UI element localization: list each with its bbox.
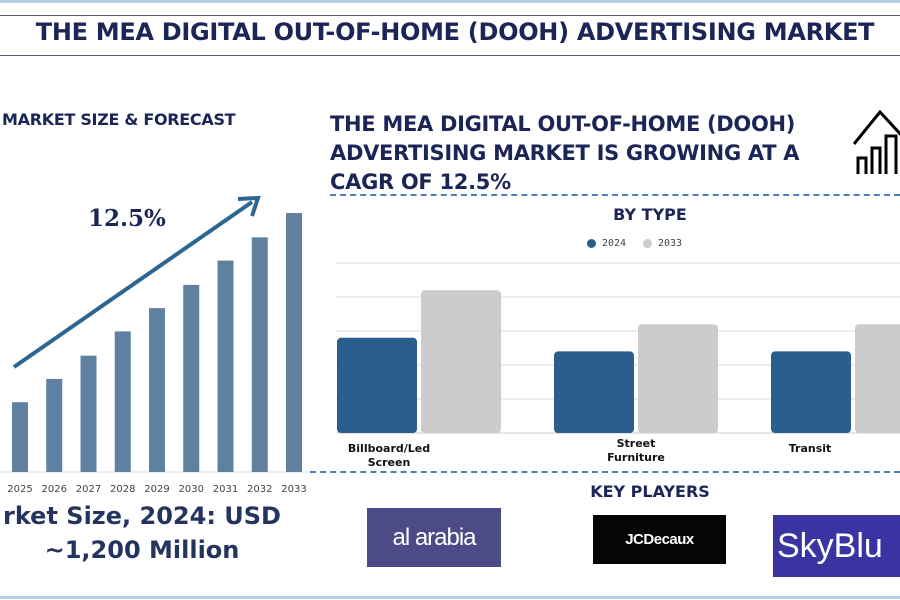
forecast-bar-2027 [80, 355, 97, 472]
trend-arrow-line [12, 200, 254, 369]
year-tick-label: 2033 [281, 484, 307, 495]
bar-2033-billboard-led-screen [421, 290, 501, 433]
category-label: Street Furniture [607, 437, 665, 464]
logo-jcdecaux: JCDecaux [593, 515, 726, 564]
category-label: Billboard/Led Screen [347, 442, 431, 469]
category-label: Transit [788, 442, 832, 455]
bar-2033-street-furniture [638, 324, 718, 433]
forecast-bar-2029 [149, 308, 165, 472]
page-title: THE MEA DIGITAL OUT-OF-HOME (DOOH) ADVER… [35, 18, 875, 46]
cagr-annotation: 12.5% [88, 205, 166, 232]
year-tick-label: 2028 [110, 484, 136, 495]
house-growth-chart-icon [852, 109, 900, 174]
type-chart [336, 262, 900, 434]
logo-text: al arabia [392, 523, 476, 551]
title-frame [0, 15, 900, 56]
year-tick-label: 2027 [75, 484, 102, 495]
forecast-bar-2025 [12, 402, 28, 472]
year-tick-label: 2030 [178, 484, 204, 495]
forecast-bar-2032 [251, 237, 268, 472]
logo-al-arabia: al arabia [367, 508, 501, 567]
market-size-line2: ~1,200 Million [44, 536, 240, 564]
legend-label: 2033 [658, 238, 683, 249]
forecast-chart [0, 195, 310, 473]
year-tick-label: 2029 [144, 484, 170, 495]
section-divider [310, 471, 900, 473]
legend-item-2033: 2033 [643, 238, 682, 249]
forecast-bar-2031 [217, 260, 234, 472]
forecast-bar-2028 [114, 331, 131, 472]
forecast-bar-2030 [183, 284, 200, 472]
forecast-title: MARKET SIZE & FORECAST [2, 110, 236, 129]
logo-text: JCDecaux [625, 531, 694, 548]
bar-2033-transit [855, 324, 900, 433]
legend-label: 2024 [602, 238, 627, 249]
year-tick-label: 2025 [7, 484, 33, 495]
year-tick-label: 2026 [41, 484, 67, 495]
legend-swatch [643, 239, 652, 248]
forecast-bar-2033 [286, 213, 302, 473]
logo-text: SkyBlu [777, 526, 883, 565]
bar-2024-street-furniture [554, 351, 634, 433]
top-border [0, 0, 900, 3]
forecast-bar-2026 [46, 378, 63, 472]
section-divider [330, 194, 900, 196]
market-size-line1: rket Size, 2024: USD [3, 502, 281, 530]
bar-2024-billboard-led-screen [337, 337, 417, 433]
bar-2024-transit [771, 351, 851, 433]
type-chart-title: BY TYPE [613, 205, 687, 224]
year-tick-label: 2031 [212, 484, 239, 495]
legend-item-2024: 2024 [587, 238, 626, 249]
legend-swatch [587, 239, 596, 248]
bottom-border [0, 596, 900, 599]
key-players-title: KEY PLAYERS [590, 482, 710, 501]
trend-arrow-head-icon [237, 195, 261, 217]
year-tick-label: 2032 [247, 484, 273, 495]
cagr-headline: THE MEA DIGITAL OUT-OF-HOME (DOOH) ADVER… [330, 112, 800, 194]
logo-skyblu: SkyBlu [773, 515, 900, 577]
